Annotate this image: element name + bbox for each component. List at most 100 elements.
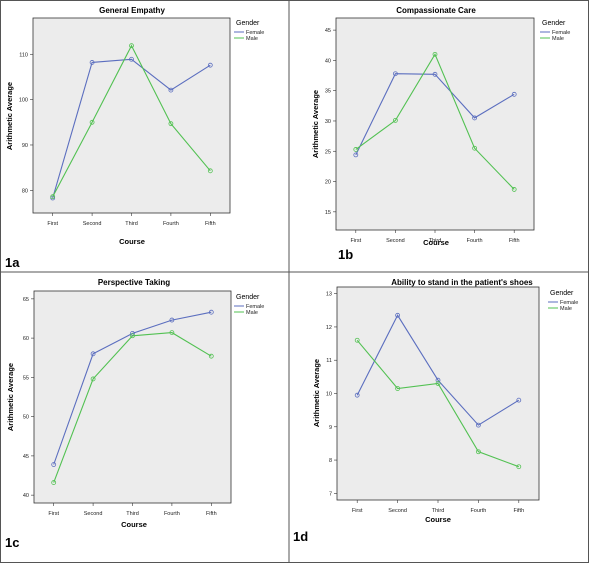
panel-tag: 1b [338, 247, 353, 262]
series-line-female [52, 58, 211, 199]
data-point-female [353, 152, 359, 158]
y-tick-label: 55 [23, 375, 29, 381]
y-tick-label: 60 [23, 336, 29, 342]
data-point-female [90, 351, 96, 357]
legend-label-female: Female [246, 30, 264, 36]
y-tick-label: 20 [325, 180, 331, 186]
plot-area [33, 290, 232, 504]
series-line-female [356, 314, 520, 426]
x-tick-label: First [48, 511, 59, 517]
x-tick-label: Fifth [513, 508, 524, 514]
data-point-male [511, 187, 517, 192]
chart-panel-1b: 15 20 25 30 35 40 45 First Second Third Fourth Fift… [311, 6, 570, 262]
data-point-female [432, 71, 438, 77]
series-line-male [53, 332, 212, 483]
panel-tag: 1d [293, 529, 308, 544]
data-point-male [50, 194, 56, 200]
chart-title: General Empathy [99, 6, 165, 15]
series-line-male [52, 44, 211, 197]
data-point-male [435, 381, 441, 386]
x-tick-label: First [47, 221, 58, 227]
data-point-male [353, 147, 359, 152]
data-point-male [208, 353, 214, 359]
x-axis-label: Course [425, 515, 451, 524]
legend-title: Gender [542, 20, 566, 27]
data-point-male [354, 337, 360, 343]
data-point-female [472, 115, 478, 121]
data-point-male [432, 51, 438, 57]
x-tick-label: First [352, 508, 363, 514]
panel-tag: 1a [5, 255, 20, 270]
y-tick-label: 100 [19, 98, 28, 104]
data-point-male [472, 145, 478, 151]
data-point-female [208, 309, 214, 315]
data-point-male [169, 330, 175, 336]
data-point-female [354, 392, 360, 398]
data-point-male [207, 168, 213, 174]
series-line-male [356, 339, 519, 468]
x-tick-label: Fourth [164, 511, 180, 517]
x-tick-label: Fifth [205, 221, 216, 227]
y-tick-label: 13 [326, 292, 332, 298]
y-tick-label: 35 [325, 89, 331, 95]
y-axis-label: Arithmetic Average [312, 359, 321, 427]
chart-title: Perspective Taking [98, 278, 170, 287]
x-axis-label: Course [121, 520, 147, 529]
x-tick-label: Third [432, 508, 445, 514]
plot-area [335, 17, 535, 231]
y-tick-label: 11 [326, 358, 332, 364]
y-tick-label: 7 [329, 491, 332, 497]
data-point-male [475, 449, 481, 455]
panel-tag: 1c [5, 535, 19, 550]
data-point-male [51, 480, 57, 485]
data-point-female [395, 312, 401, 318]
y-tick-label: 45 [23, 454, 29, 460]
y-tick-label: 90 [22, 143, 28, 149]
x-tick-label: Fourth [470, 508, 486, 514]
chart-panel-1c: 40 45 50 55 60 65 First Second Third Fourth Fifth P… [5, 278, 264, 550]
legend-title: Gender [550, 290, 574, 297]
y-tick-label: 45 [325, 28, 331, 34]
series-line-male [355, 53, 515, 190]
legend-label-male: Male [246, 36, 258, 42]
x-tick-label: Third [429, 238, 442, 244]
y-tick-label: 40 [23, 493, 29, 499]
legend-title: Gender [236, 20, 260, 27]
plot-area [32, 17, 231, 214]
chart-panel-1d: 7 8 9 10 11 12 13 First Second Third Fourth Fifth Ab… [293, 278, 578, 544]
x-axis-label: Course [423, 238, 449, 247]
x-tick-label: Second [84, 511, 103, 517]
data-point-male [392, 117, 398, 123]
data-point-male [516, 464, 522, 470]
legend-label-male: Male [246, 310, 258, 316]
legend-label-male: Male [552, 36, 564, 42]
y-tick-label: 10 [326, 392, 332, 398]
x-tick-label: Fourth [163, 221, 179, 227]
legend-label-female: Female [552, 30, 570, 36]
y-axis-label: Arithmetic Average [5, 82, 14, 150]
y-tick-label: 9 [329, 425, 332, 431]
legend-label-female: Female [246, 304, 264, 310]
data-point-male [130, 333, 135, 339]
y-tick-label: 40 [325, 58, 331, 64]
data-point-male [89, 119, 95, 125]
data-point-female [516, 397, 522, 403]
x-tick-label: First [350, 238, 361, 244]
x-tick-label: Second [83, 221, 102, 227]
data-point-male [129, 43, 134, 49]
data-point-male [90, 376, 96, 382]
data-point-female [207, 62, 213, 68]
y-tick-label: 15 [325, 210, 331, 216]
y-tick-label: 8 [329, 458, 332, 464]
legend-title: Gender [236, 294, 260, 301]
data-point-female [51, 462, 57, 467]
data-point-female [168, 87, 174, 93]
data-point-female [511, 91, 517, 97]
y-tick-label: 65 [23, 297, 29, 303]
data-point-female [89, 60, 95, 65]
y-tick-label: 12 [326, 325, 332, 331]
x-tick-label: Fourth [467, 238, 483, 244]
y-axis-label: Arithmetic Average [311, 90, 320, 158]
plot-area [336, 286, 540, 501]
